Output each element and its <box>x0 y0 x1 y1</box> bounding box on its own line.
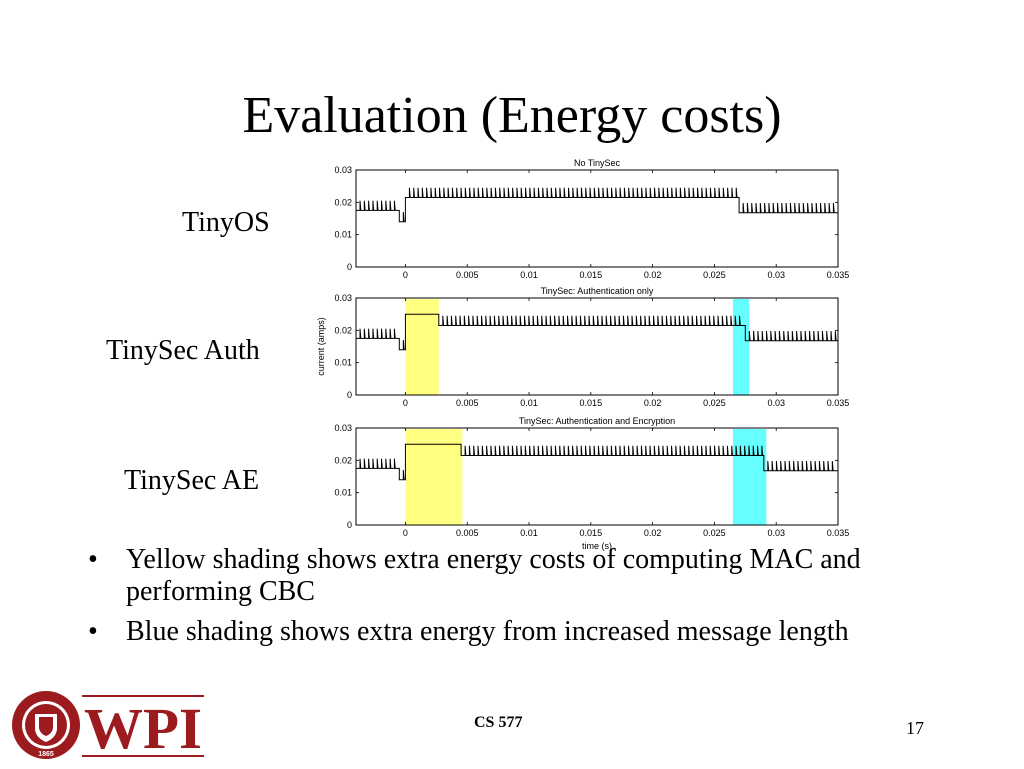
footer-course: CS 577 <box>474 714 523 731</box>
energy-plots: No TinySec 0 0.005 0.01 0.015 0.02 0.025 0.03 0.… <box>316 158 850 551</box>
current-trace <box>356 443 838 481</box>
x-tick-label: 0.005 <box>456 270 479 280</box>
bullet-item: • Yellow shading shows extra energy cost… <box>86 544 966 608</box>
row-label-tinyos: TinyOS <box>182 207 270 238</box>
x-tick-label: 0.035 <box>827 528 850 538</box>
y-tick-label: 0.02 <box>334 455 352 465</box>
y-tick-label: 0.03 <box>334 293 352 303</box>
x-tick-label: 0.035 <box>827 270 850 280</box>
logo-wpi-text: WPI <box>84 696 202 761</box>
x-tick-label: 0.025 <box>703 398 726 408</box>
x-tick-label: 0.015 <box>580 398 603 408</box>
x-tick-label: 0.01 <box>520 398 538 408</box>
x-tick-label: 0.035 <box>827 398 850 408</box>
x-tick-label: 0.025 <box>703 270 726 280</box>
page-number: 17 <box>906 718 924 738</box>
plot-title: No TinySec <box>574 158 621 168</box>
current-trace <box>356 187 838 223</box>
bullet-text: Blue shading shows extra energy from inc… <box>126 616 849 647</box>
plot-title: TinySec: Authentication and Encryption <box>519 416 675 426</box>
x-tick-label: 0.02 <box>644 270 662 280</box>
bullet-text: Yellow shading shows extra energy costs … <box>126 544 861 607</box>
shading-yellow <box>405 429 463 525</box>
x-tick-label: 0.015 <box>580 528 603 538</box>
y-tick-label: 0.03 <box>334 165 352 175</box>
shading-blue <box>732 429 767 525</box>
x-tick-label: 0.025 <box>703 528 726 538</box>
x-axis-label: time (s) <box>582 541 612 551</box>
x-tick-label: 0.005 <box>456 528 479 538</box>
current-trace <box>356 313 838 351</box>
plot-title: TinySec: Authentication only <box>541 286 654 296</box>
y-tick-label: 0 <box>347 390 352 400</box>
y-tick-label: 0.01 <box>334 230 352 240</box>
y-tick-label: 0.02 <box>334 197 352 207</box>
slide-title: Evaluation (Energy costs) <box>242 87 782 144</box>
x-tick-label: 0.015 <box>580 270 603 280</box>
shading-blue <box>732 299 750 395</box>
bullet-symbol: • <box>88 544 98 575</box>
x-tick-label: 0.005 <box>456 398 479 408</box>
y-tick-label: 0.01 <box>334 358 352 368</box>
y-tick-label: 0.01 <box>334 488 352 498</box>
row-label-tinysec-auth: TinySec Auth <box>106 335 260 366</box>
bullet-list: • Yellow shading shows extra energy cost… <box>86 544 966 656</box>
y-tick-label: 0.03 <box>334 423 352 433</box>
row-label-tinysec-ae: TinySec AE <box>124 465 260 496</box>
bullet-item: • Blue shading shows extra energy from i… <box>86 616 966 648</box>
shading-yellow <box>405 299 439 395</box>
logo-seal-year: 1865 <box>38 751 54 758</box>
x-tick-label: 0.01 <box>520 270 538 280</box>
x-tick-label: 0.03 <box>767 528 785 538</box>
x-tick-label: 0.01 <box>520 528 538 538</box>
wpi-logo: 1865 WPI <box>8 686 208 764</box>
x-tick-label: 0 <box>403 270 408 280</box>
bullet-symbol: • <box>88 616 98 647</box>
y-tick-label: 0 <box>347 262 352 272</box>
x-tick-label: 0 <box>403 528 408 538</box>
x-tick-label: 0.03 <box>767 398 785 408</box>
x-tick-label: 0.03 <box>767 270 785 280</box>
plot-frame <box>355 169 839 268</box>
x-tick-label: 0.02 <box>644 398 662 408</box>
y-tick-label: 0.02 <box>334 325 352 335</box>
y-tick-label: 0 <box>347 520 352 530</box>
plot-frame <box>355 297 839 396</box>
x-tick-label: 0 <box>403 398 408 408</box>
plot-frame <box>355 427 839 526</box>
x-tick-label: 0.02 <box>644 528 662 538</box>
y-axis-label: current (amps) <box>316 317 326 376</box>
